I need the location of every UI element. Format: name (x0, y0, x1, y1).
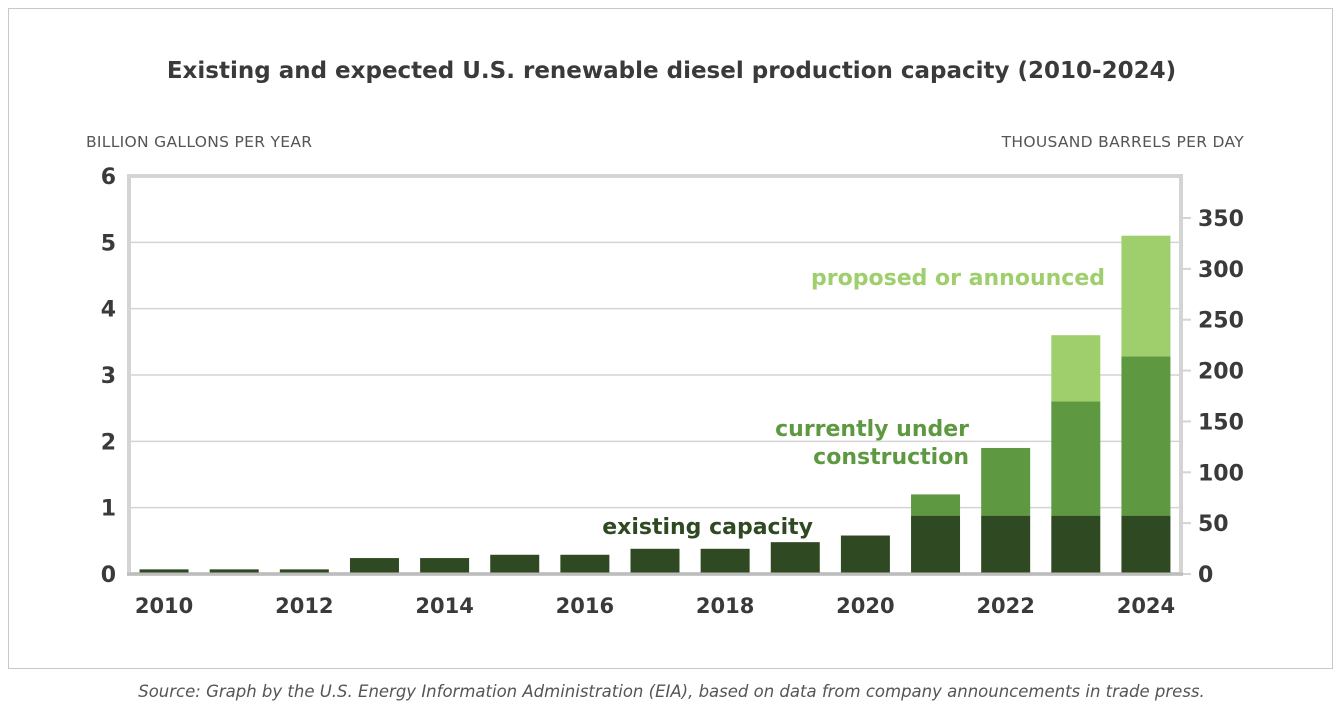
x-tick-label: 2022 (976, 594, 1034, 618)
bar-existing-2016 (560, 554, 610, 574)
y-tick-label-right: 200 (1198, 360, 1244, 385)
bar-existing-2010 (139, 569, 189, 574)
bar-existing-2012 (279, 569, 329, 574)
y-tick-label-right: 50 (1198, 512, 1229, 537)
chart-title: Existing and expected U.S. renewable die… (166, 58, 1177, 84)
x-tick-label: 2020 (836, 594, 894, 618)
bar-proposed-2023 (1051, 335, 1101, 402)
bar-existing-2019 (770, 542, 820, 574)
bar-existing-2014 (420, 558, 470, 574)
y-tick-label-right: 0 (1198, 563, 1213, 588)
label-proposed-announced: proposed or announced (811, 266, 1105, 291)
bar-existing-2020 (840, 535, 890, 574)
bar-existing-2021 (911, 515, 961, 574)
x-tick-label: 2014 (415, 594, 473, 618)
y-tick-label-left: 6 (101, 165, 116, 190)
bar-existing-2013 (349, 558, 399, 574)
bar-existing-2011 (209, 569, 259, 574)
label-existing-capacity: existing capacity (602, 515, 813, 540)
y-axis-title-left: BILLION GALLONS PER YEAR (86, 133, 313, 151)
bar-existing-2022 (981, 515, 1031, 574)
bar-construction-2021 (911, 494, 961, 516)
y-tick-label-right: 150 (1198, 410, 1244, 435)
y-tick-label-right: 250 (1198, 309, 1244, 334)
x-tick-label: 2016 (556, 594, 614, 618)
bar-proposed-2024 (1121, 235, 1171, 357)
bar-construction-2023 (1051, 401, 1101, 516)
y-tick-label-right: 350 (1198, 207, 1244, 232)
label-under-construction-line1: currently under (775, 417, 969, 442)
bar-existing-2017 (630, 548, 680, 574)
y-axis-title-right: THOUSAND BARRELS PER DAY (1001, 133, 1244, 151)
y-tick-label-right: 100 (1198, 461, 1244, 486)
x-tick-label: 2024 (1117, 594, 1175, 618)
bar-existing-2018 (700, 548, 750, 574)
y-tick-label-left: 0 (101, 563, 116, 588)
y-tick-label-left: 5 (101, 231, 116, 256)
y-tick-label-left: 4 (101, 298, 116, 323)
y-tick-label-left: 3 (101, 364, 116, 389)
x-tick-label: 2010 (135, 594, 193, 618)
source-note: Source: Graph by the U.S. Energy Informa… (138, 682, 1205, 701)
x-tick-label: 2012 (275, 594, 333, 618)
x-tick-label: 2018 (696, 594, 754, 618)
bar-existing-2015 (490, 554, 540, 574)
bar-existing-2024 (1121, 515, 1171, 574)
label-under-construction-line2: construction (813, 445, 969, 470)
y-tick-label-left: 2 (101, 430, 116, 455)
y-tick-label-right: 300 (1198, 258, 1244, 283)
bar-construction-2022 (981, 447, 1031, 516)
bar-existing-2023 (1051, 515, 1101, 574)
bar-construction-2024 (1121, 356, 1171, 516)
y-tick-label-left: 1 (101, 497, 116, 522)
